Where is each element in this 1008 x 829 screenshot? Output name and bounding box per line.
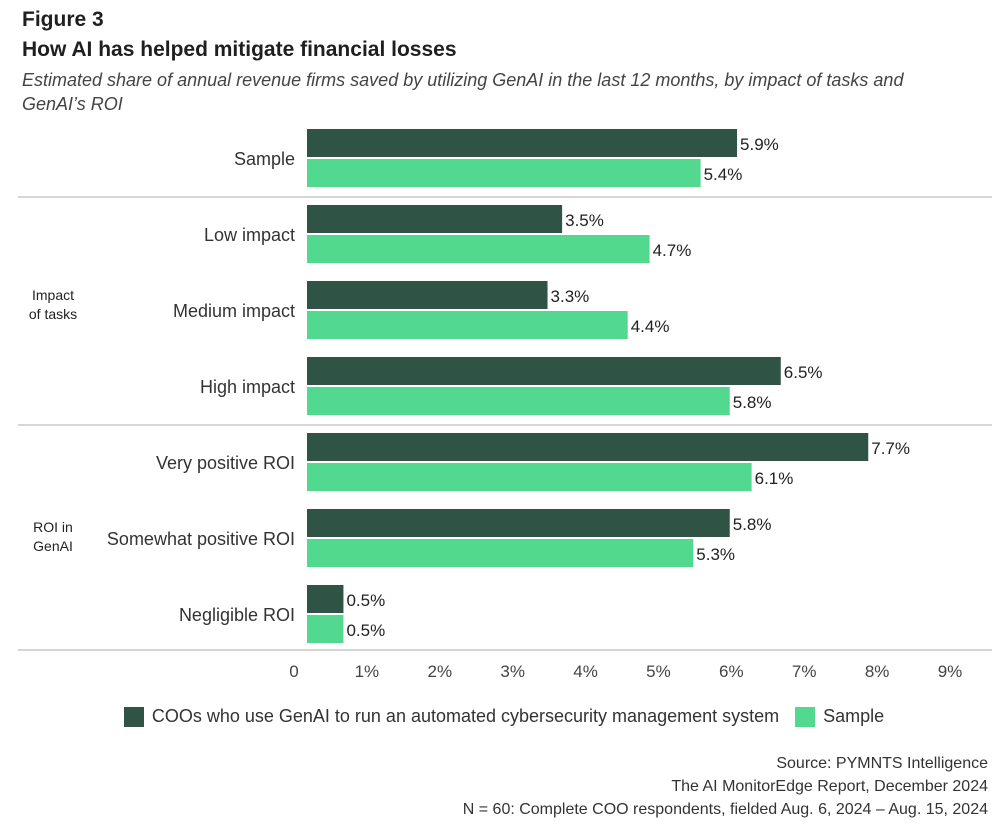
chart-title: How AI has helped mitigate financial los…	[22, 38, 457, 61]
value-label-sample-negligible-roi: 0.5%	[346, 621, 385, 640]
bar-sample-low-impact	[307, 235, 650, 263]
bar-coo-high-impact	[307, 357, 781, 385]
category-label-somewhat-positive-roi: Somewhat positive ROI	[107, 529, 295, 549]
figure-label: Figure 3	[22, 8, 104, 31]
group-label-line: ROI in	[33, 519, 73, 535]
bar-sample-high-impact	[307, 387, 730, 415]
group-label-line: of tasks	[29, 306, 77, 322]
bar-coo-negligible-roi	[307, 585, 344, 613]
chart-subtitle: Estimated share of annual revenue firms …	[22, 70, 904, 114]
legend-item-coo: COOs who use GenAI to run an automated c…	[123, 706, 780, 727]
value-label-coo-somewhat-positive-roi: 5.8%	[733, 515, 772, 534]
group-label-line: GenAI	[33, 538, 73, 554]
value-label-coo-high-impact: 6.5%	[784, 363, 823, 382]
bar-sample-medium-impact	[307, 311, 628, 339]
source-line-3: N = 60: Complete COO respondents, fielde…	[462, 801, 988, 818]
value-label-sample-medium-impact: 4.4%	[631, 317, 670, 336]
source-line-1: Source: PYMNTS Intelligence	[776, 755, 988, 772]
x-tick-label: 0	[289, 662, 298, 681]
bar-coo-somewhat-positive-roi	[307, 509, 730, 537]
source-note: Source: PYMNTS Intelligence The AI Monit…	[463, 752, 988, 821]
category-label-very-positive-roi: Very positive ROI	[156, 453, 295, 473]
x-tick-label: 3%	[500, 662, 525, 681]
bar-sample-sample	[307, 159, 701, 187]
x-tick-label: 4%	[573, 662, 598, 681]
x-tick-label: 7%	[792, 662, 817, 681]
category-label-sample: Sample	[234, 149, 295, 169]
value-label-sample-low-impact: 4.7%	[653, 241, 692, 260]
chart-legend: COOs who use GenAI to run an automated c…	[0, 706, 1008, 727]
bar-coo-low-impact	[307, 205, 563, 233]
x-tick-label: 8%	[865, 662, 890, 681]
value-label-coo-medium-impact: 3.3%	[551, 287, 590, 306]
value-label-coo-negligible-roi: 0.5%	[346, 591, 385, 610]
value-label-sample-somewhat-positive-roi: 5.3%	[696, 545, 735, 564]
legend-item-sample: Sample	[795, 706, 884, 727]
x-tick-label: 1%	[355, 662, 380, 681]
value-label-coo-low-impact: 3.5%	[565, 211, 604, 230]
group-label-line: Impact	[32, 287, 74, 303]
legend-swatch-dark	[123, 706, 144, 727]
legend-swatch-light	[795, 706, 816, 727]
bar-coo-sample	[307, 129, 738, 157]
group-label-1: Impact of tasks	[29, 287, 77, 322]
category-label-high-impact: High impact	[200, 377, 295, 397]
category-label-medium-impact: Medium impact	[173, 301, 295, 321]
bar-sample-negligible-roi	[307, 615, 344, 643]
x-tick-label: 2%	[427, 662, 452, 681]
value-label-sample-very-positive-roi: 6.1%	[755, 469, 794, 488]
bar-sample-somewhat-positive-roi	[307, 539, 694, 567]
value-label-coo-sample: 5.9%	[740, 135, 779, 154]
value-label-sample-high-impact: 5.8%	[733, 393, 772, 412]
value-label-sample-sample: 5.4%	[704, 165, 743, 184]
legend-label-coo: COOs who use GenAI to run an automated c…	[151, 706, 780, 726]
bar-coo-very-positive-roi	[307, 433, 869, 461]
bar-coo-medium-impact	[307, 281, 548, 309]
source-line-2: The AI MonitorEdge Report, December 2024	[671, 778, 988, 795]
bar-chart: Sample 5.9% 5.4% Low impact 3.5% 4.7% Medium i…	[18, 129, 992, 681]
category-label-negligible-roi: Negligible ROI	[179, 605, 295, 625]
bar-sample-very-positive-roi	[307, 463, 752, 491]
x-tick-label: 6%	[719, 662, 744, 681]
x-tick-label: 5%	[646, 662, 671, 681]
legend-label-sample: Sample	[823, 706, 885, 726]
category-label-low-impact: Low impact	[204, 225, 295, 245]
value-label-coo-very-positive-roi: 7.7%	[871, 439, 910, 458]
group-label-2: ROI in GenAI	[33, 519, 73, 554]
x-tick-label: 9%	[938, 662, 963, 681]
